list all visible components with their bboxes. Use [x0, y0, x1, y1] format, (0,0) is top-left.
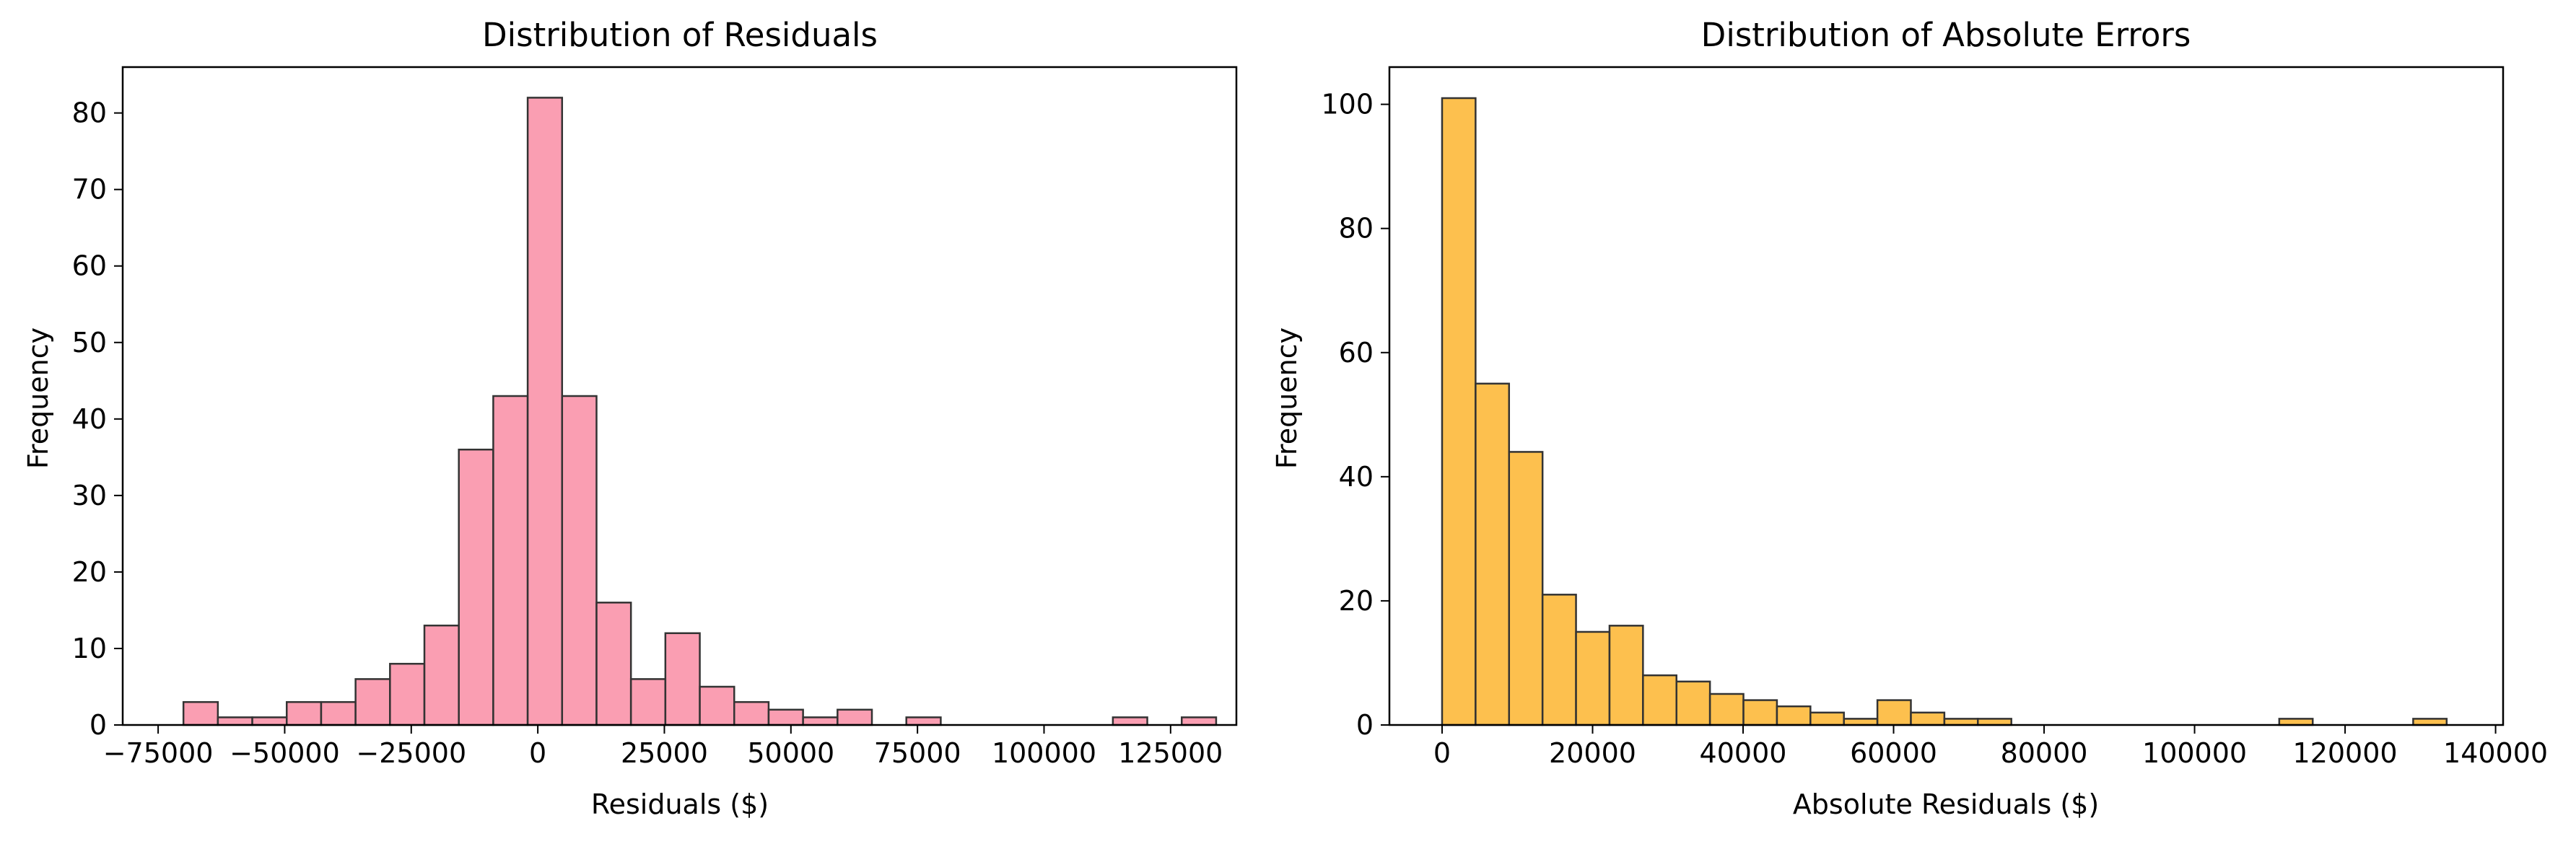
residuals-ticks-group: −75000 −50000 −25000 0 25000 50000 75000 100000…	[72, 97, 1223, 769]
residuals-chart-title: Distribution of Residuals	[482, 16, 878, 54]
absolute-errors-bar	[1441, 97, 1477, 726]
residuals-bar	[320, 700, 357, 726]
absolute-errors-bar	[1675, 680, 1711, 726]
absolute-errors-x-tick-label: 120000	[2293, 737, 2398, 769]
absolute-errors-chart-title: Distribution of Absolute Errors	[1701, 16, 2191, 54]
residuals-y-tick-label: 30	[72, 480, 107, 511]
residuals-bar	[767, 708, 804, 726]
residuals-y-tick-label: 80	[72, 97, 107, 129]
absolute-errors-bars-group	[1441, 97, 2448, 726]
residuals-bars-group	[182, 97, 1218, 726]
residuals-x-axis-label: Residuals ($)	[591, 788, 769, 820]
absolute-errors-y-axis-label: Frequency	[1271, 328, 1303, 469]
residuals-bar	[802, 716, 839, 726]
absolute-errors-axes-frame	[1388, 66, 2505, 726]
residuals-y-tick-label: 40	[72, 403, 107, 435]
absolute-errors-bar	[1575, 630, 1611, 726]
residuals-y-tick-label: 10	[72, 633, 107, 664]
absolute-errors-y-tick-label: 0	[1356, 709, 1374, 741]
residuals-y-tick-label: 70	[72, 174, 107, 206]
residuals-bar	[423, 624, 460, 726]
absolute-errors-bar	[1910, 711, 1946, 726]
absolute-errors-bar	[1541, 594, 1577, 726]
residuals-x-tick-label: 100000	[992, 737, 1096, 769]
absolute-errors-x-tick-label: 0	[1433, 737, 1451, 769]
residuals-bar	[251, 716, 288, 726]
residuals-bar	[389, 662, 426, 726]
absolute-errors-x-tick-label: 80000	[2001, 737, 2088, 769]
absolute-errors-bar	[1642, 674, 1677, 726]
absolute-errors-bar	[1742, 699, 1778, 726]
residuals-y-tick-label: 50	[72, 327, 107, 359]
residuals-y-axis-label: Frequency	[22, 328, 54, 469]
absolute-errors-bar	[1843, 718, 1879, 726]
absolute-errors-x-tick-label: 100000	[2142, 737, 2247, 769]
residuals-x-tick-label: 125000	[1118, 737, 1223, 769]
absolute-errors-bar	[1475, 382, 1511, 726]
residuals-histogram-panel: Distribution of Residuals Residuals ($) …	[22, 16, 1238, 820]
absolute-errors-y-tick-label: 20	[1339, 585, 1374, 617]
residuals-bar	[595, 602, 632, 726]
absolute-errors-x-tick-label: 20000	[1549, 737, 1636, 769]
absolute-errors-x-tick-label: 60000	[1850, 737, 1937, 769]
absolute-errors-bar	[1943, 718, 1979, 726]
absolute-errors-bar	[1876, 699, 1912, 726]
residuals-y-tick-label: 20	[72, 556, 107, 588]
residuals-bar	[1181, 716, 1218, 726]
absolute-errors-bar	[2412, 718, 2448, 726]
residuals-bar	[182, 700, 219, 726]
residuals-bar	[629, 678, 667, 726]
residuals-bar	[664, 632, 701, 726]
absolute-errors-x-axis-label: Absolute Residuals ($)	[1793, 788, 2099, 820]
residuals-bar	[217, 716, 253, 726]
residuals-x-tick-label: 0	[529, 737, 546, 769]
absolute-errors-y-tick-label: 60	[1339, 337, 1374, 369]
residuals-bar	[837, 708, 873, 726]
absolute-errors-y-tick-label: 100	[1321, 89, 1374, 120]
residuals-x-tick-label: −75000	[103, 737, 214, 769]
residuals-bar	[561, 395, 598, 726]
residuals-x-tick-label: −50000	[230, 737, 340, 769]
residuals-bar	[905, 716, 942, 726]
absolute-errors-bar	[1776, 705, 1812, 726]
residuals-bar	[354, 678, 391, 726]
residuals-x-tick-label: 25000	[621, 737, 708, 769]
residuals-bar	[733, 700, 770, 726]
absolute-errors-y-tick-label: 80	[1339, 213, 1374, 245]
residuals-bar	[1112, 716, 1148, 726]
residuals-x-tick-label: −25000	[356, 737, 466, 769]
absolute-errors-bar	[1708, 693, 1745, 726]
residuals-bar	[458, 448, 494, 726]
absolute-errors-bar	[2278, 718, 2314, 726]
residuals-bar	[699, 685, 735, 726]
residuals-axes-frame	[121, 66, 1238, 726]
residuals-y-tick-label: 60	[72, 250, 107, 282]
residuals-x-tick-label: 50000	[747, 737, 834, 769]
absolute-errors-x-tick-label: 40000	[1700, 737, 1787, 769]
residuals-bar	[285, 700, 323, 726]
absolute-errors-bar	[1809, 711, 1845, 726]
residuals-x-tick-label: 75000	[874, 737, 961, 769]
absolute-errors-bar	[1977, 718, 2012, 726]
absolute-errors-bar	[1508, 451, 1544, 726]
absolute-errors-y-tick-label: 40	[1339, 461, 1374, 493]
residuals-bar	[492, 395, 529, 726]
residuals-y-tick-label: 0	[89, 709, 107, 741]
absolute-errors-histogram-panel: Distribution of Absolute Errors Absolute…	[1271, 16, 2548, 820]
absolute-errors-ticks-group: 0 20000 40000 60000 80000 100000 120000 140000 0…	[1321, 89, 2548, 769]
residuals-bar	[526, 97, 564, 726]
absolute-errors-bar	[1608, 625, 1644, 726]
absolute-errors-x-tick-label: 140000	[2443, 737, 2548, 769]
